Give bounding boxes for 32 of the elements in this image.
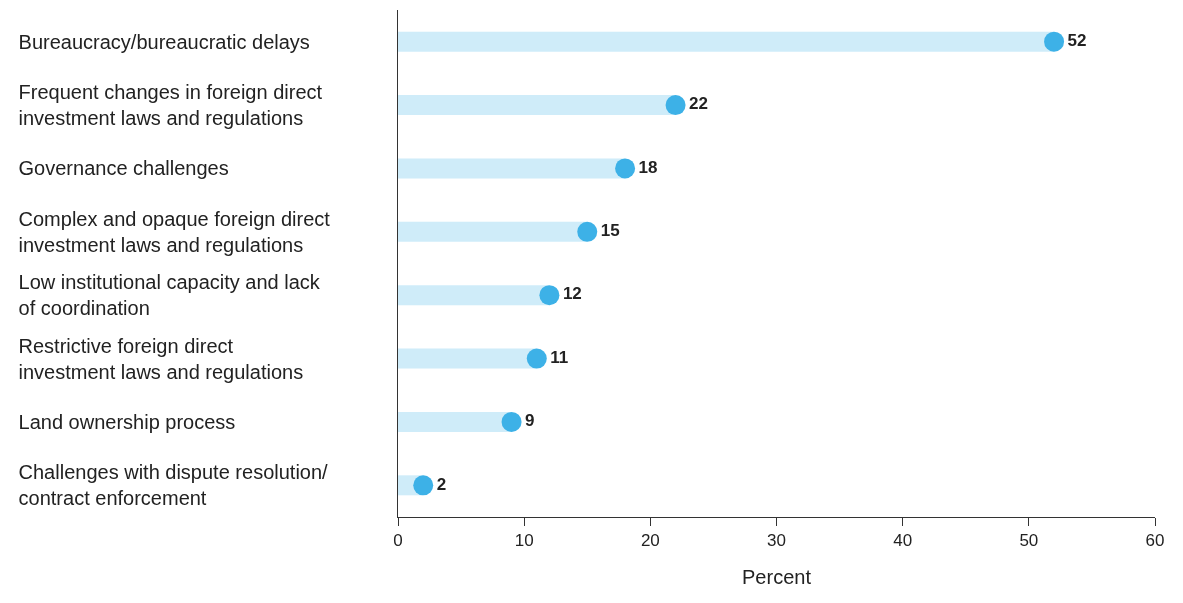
x-tick-label: 50: [1019, 531, 1039, 551]
point: [539, 285, 560, 306]
data-label: 2: [436, 474, 447, 494]
y-tick-label: Bureaucracy/bureaucratic delays: [13, 31, 310, 53]
point: [665, 95, 686, 116]
x-tick-label: 30: [767, 531, 786, 551]
data-label: 12: [562, 284, 582, 304]
data-label: 18: [638, 157, 658, 177]
y-tick-label: Restrictive foreign direct investment laws and regulations: [13, 335, 304, 383]
y-tick-label: Governance challenges: [13, 157, 229, 179]
data-label: 15: [600, 221, 620, 241]
point: [526, 348, 547, 369]
point: [413, 475, 434, 496]
x-tick-label: 10: [514, 531, 534, 551]
y-tick-label: Challenges with dispute resolution/contract enforcement: [13, 461, 329, 509]
data-label: 11: [550, 347, 569, 367]
point: [577, 221, 598, 242]
x-tick-label: 60: [1145, 531, 1165, 551]
data-label: 9: [525, 411, 535, 431]
y-tick-label: Complex and opaque foreign direct investment laws and regulations: [13, 208, 331, 256]
data-label: 52: [1067, 30, 1087, 50]
data-label: 22: [689, 94, 708, 114]
y-tick-label: Low institutional capacity and lack of coordination: [13, 271, 321, 319]
x-tick-label: 40: [893, 531, 913, 551]
point: [1044, 31, 1065, 52]
y-tick-label: Land ownership process: [13, 411, 236, 433]
x-axis-title: Percent: [742, 565, 812, 588]
y-tick-label: Frequent changes in foreign direct investment laws and regulations: [13, 81, 323, 129]
x-tick-label: 0: [393, 531, 403, 551]
point: [501, 411, 522, 432]
x-tick-label: 20: [640, 531, 660, 551]
point: [615, 158, 636, 179]
